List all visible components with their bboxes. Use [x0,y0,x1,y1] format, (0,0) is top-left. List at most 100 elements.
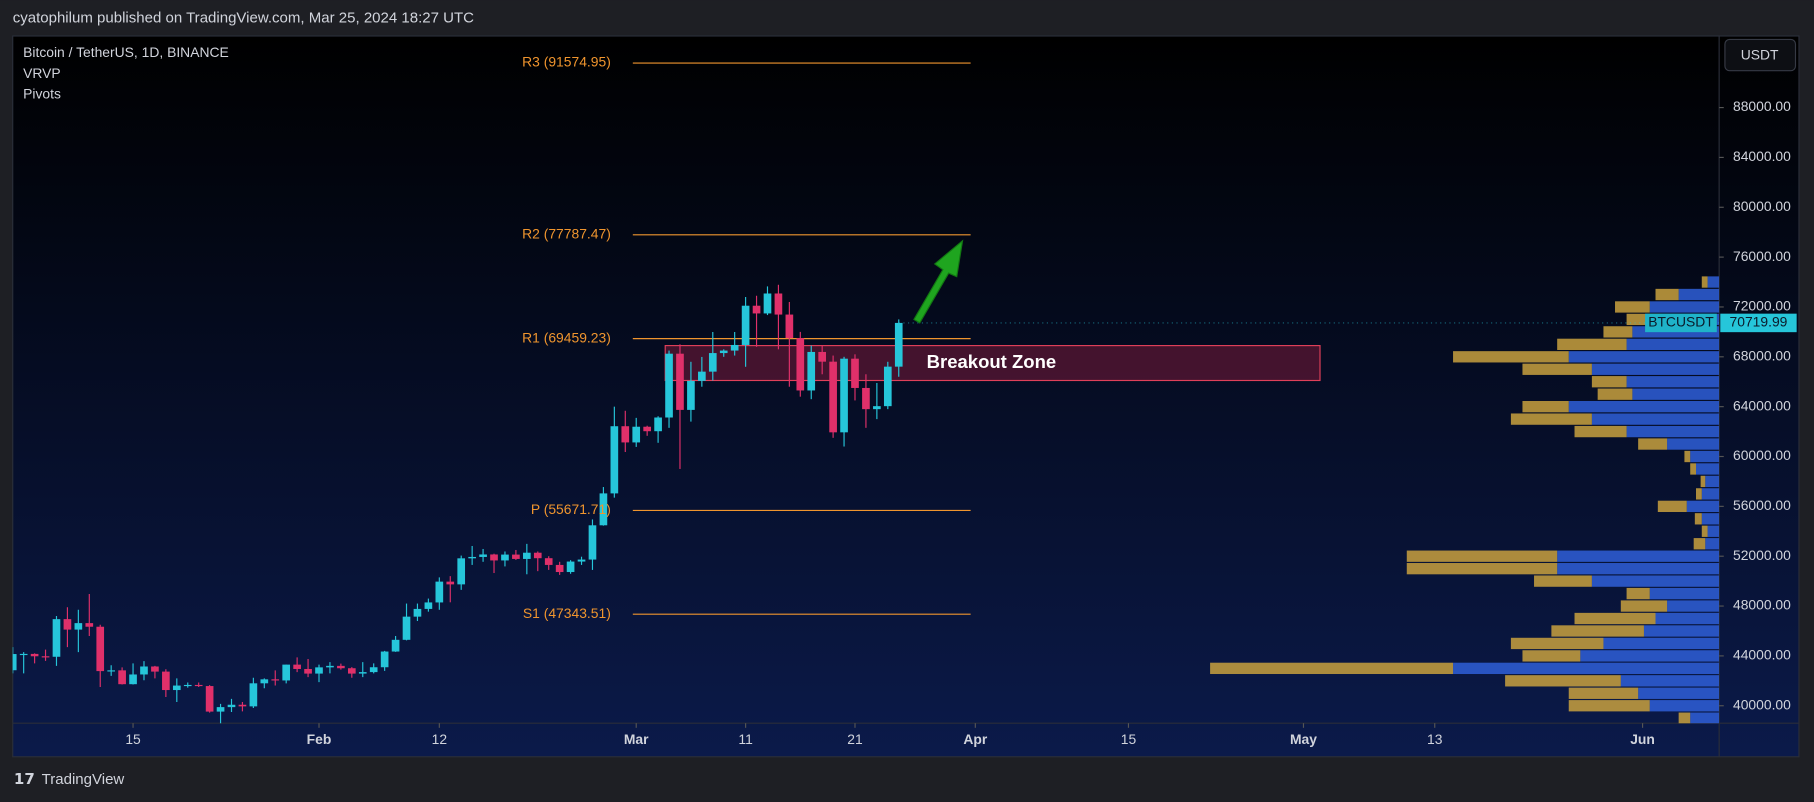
candle-body [894,322,903,367]
x-tick-label: 15 [125,731,141,747]
candle-body [468,556,476,559]
candle-body [818,351,827,362]
volume-up [1626,338,1720,351]
pivot-label: R3 (91574.95) [522,54,611,70]
volume-up [1707,525,1720,537]
y-tick-label: 60000.00 [1733,447,1791,463]
brand: TradingView [42,771,125,788]
volume-down [1684,450,1691,463]
volume-down [1505,675,1621,687]
volume-down [1638,438,1668,450]
currency-button[interactable] [1724,38,1797,72]
candle-body [665,353,673,418]
legend-symbol: Bitcoin / TetherUS, 1D, BINANCE [23,44,229,60]
candle-body [796,338,805,391]
candle-body [41,656,50,658]
y-tick-label: 80000.00 [1733,198,1791,214]
candle-body [216,707,225,712]
x-tick-label: Feb [307,731,332,747]
x-tick-label: Mar [624,731,649,747]
arrow [913,239,964,324]
volume-up [1591,413,1720,425]
candle-body [621,426,630,443]
volume-down [1690,463,1696,475]
candle-body [293,664,301,669]
volume-down [1657,500,1687,513]
y-tick-label: 48000.00 [1733,597,1791,613]
candle-body [643,426,651,432]
candle-body [883,366,892,407]
currency-label[interactable]: USDT [1741,46,1779,62]
breakout-zone [664,345,1321,382]
volume-down [1568,687,1639,699]
candle-body [512,554,520,559]
volume-up [1632,388,1720,400]
candle-body [326,665,334,668]
candle-body [479,554,487,557]
y-tick-label: 76000.00 [1733,248,1791,264]
candle-body [304,668,312,674]
symbol-tag-label: BTCUSDT [1648,314,1714,330]
candle-body [96,626,105,672]
candle-body [774,293,783,315]
y-tick-label: 84000.00 [1733,148,1791,164]
candle-body [129,674,137,685]
volume-down [1695,488,1702,500]
candle-body [730,344,739,351]
volume-up [1655,612,1720,625]
volume-up [1557,563,1720,575]
legend-indicator: Pivots [23,86,61,102]
candle-body [566,561,575,573]
volume-up [1626,425,1720,438]
plot-area [12,62,1720,724]
candle-body [12,654,17,671]
volume-up [1453,662,1720,675]
candle-body [183,684,192,687]
volume-up [1580,650,1720,662]
volume-up [1557,550,1720,562]
volume-up [1695,463,1720,475]
volume-down [1700,475,1706,488]
volume-down [1591,376,1627,388]
y-tick-label: 64000.00 [1733,397,1791,413]
candle-body [227,704,236,708]
candle-body [19,653,28,656]
candle-body [741,305,750,345]
volume-down [1522,401,1569,413]
volume-down [1453,351,1569,363]
candle-body [271,679,280,681]
volume-up [1667,600,1720,612]
volume-down [1522,650,1581,662]
volume-up [1667,438,1720,450]
volume-up [1707,276,1720,288]
candle-body [172,685,181,691]
y-tick-label: 68000.00 [1733,347,1791,363]
candle-body [151,666,159,672]
candle-body [85,623,94,627]
pivot-label: P (55671.71) [531,501,611,517]
candle-body [873,406,881,410]
volume-down [1406,563,1558,575]
price-tag-label: 70719.99 [1730,314,1788,330]
volume-down [1557,338,1627,351]
candle-body [402,616,411,640]
volume-up [1686,500,1720,513]
candle-body [610,426,619,494]
y-tick-label: 88000.00 [1733,98,1791,114]
volume-up [1701,488,1720,500]
y-tick-label: 44000.00 [1733,647,1791,663]
volume-down [1626,587,1650,600]
candle-body [107,670,116,672]
volume-down [1678,712,1691,724]
candle-body [676,353,684,410]
candle-body [599,493,608,526]
y-tick-label: 72000.00 [1733,298,1791,314]
volume-down [1693,538,1706,550]
candle-body [829,361,837,433]
candle-body [358,672,367,674]
candle-body [544,558,553,565]
candle-body [194,684,203,687]
volume-up [1620,675,1720,687]
